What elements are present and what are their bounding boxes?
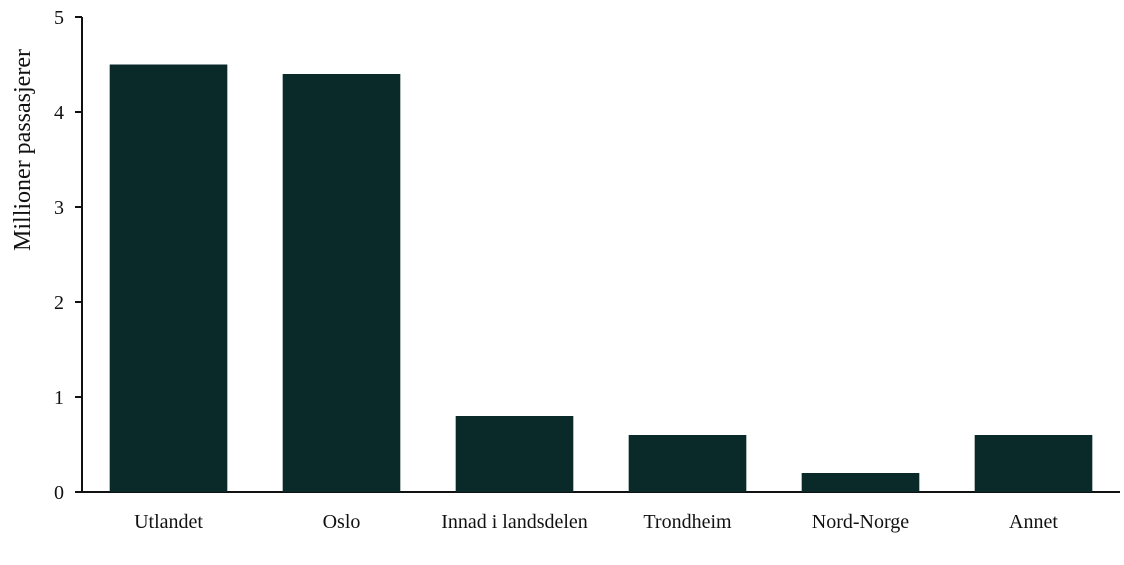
y-tick-label: 2 xyxy=(54,292,64,314)
x-tick-label: Innad i landsdelen xyxy=(441,511,588,533)
x-tick-label: Utlandet xyxy=(134,511,203,533)
y-tick-label: 4 xyxy=(54,102,64,124)
x-tick-label: Oslo xyxy=(323,511,361,533)
x-tick-label: Nord-Norge xyxy=(812,511,910,533)
bar xyxy=(628,435,747,492)
bar xyxy=(282,74,401,492)
y-tick-label: 5 xyxy=(54,7,64,29)
x-tick-label: Trondheim xyxy=(643,511,732,533)
bar xyxy=(109,64,228,492)
bar xyxy=(455,416,574,492)
y-tick-label: 3 xyxy=(54,197,64,219)
x-tick-label: Annet xyxy=(1009,511,1058,533)
bar xyxy=(801,473,920,492)
y-axis-label: Millioner passasjerer xyxy=(10,49,36,251)
y-tick-label: 0 xyxy=(54,482,64,504)
y-tick-label: 1 xyxy=(54,387,64,409)
bar xyxy=(974,435,1093,492)
